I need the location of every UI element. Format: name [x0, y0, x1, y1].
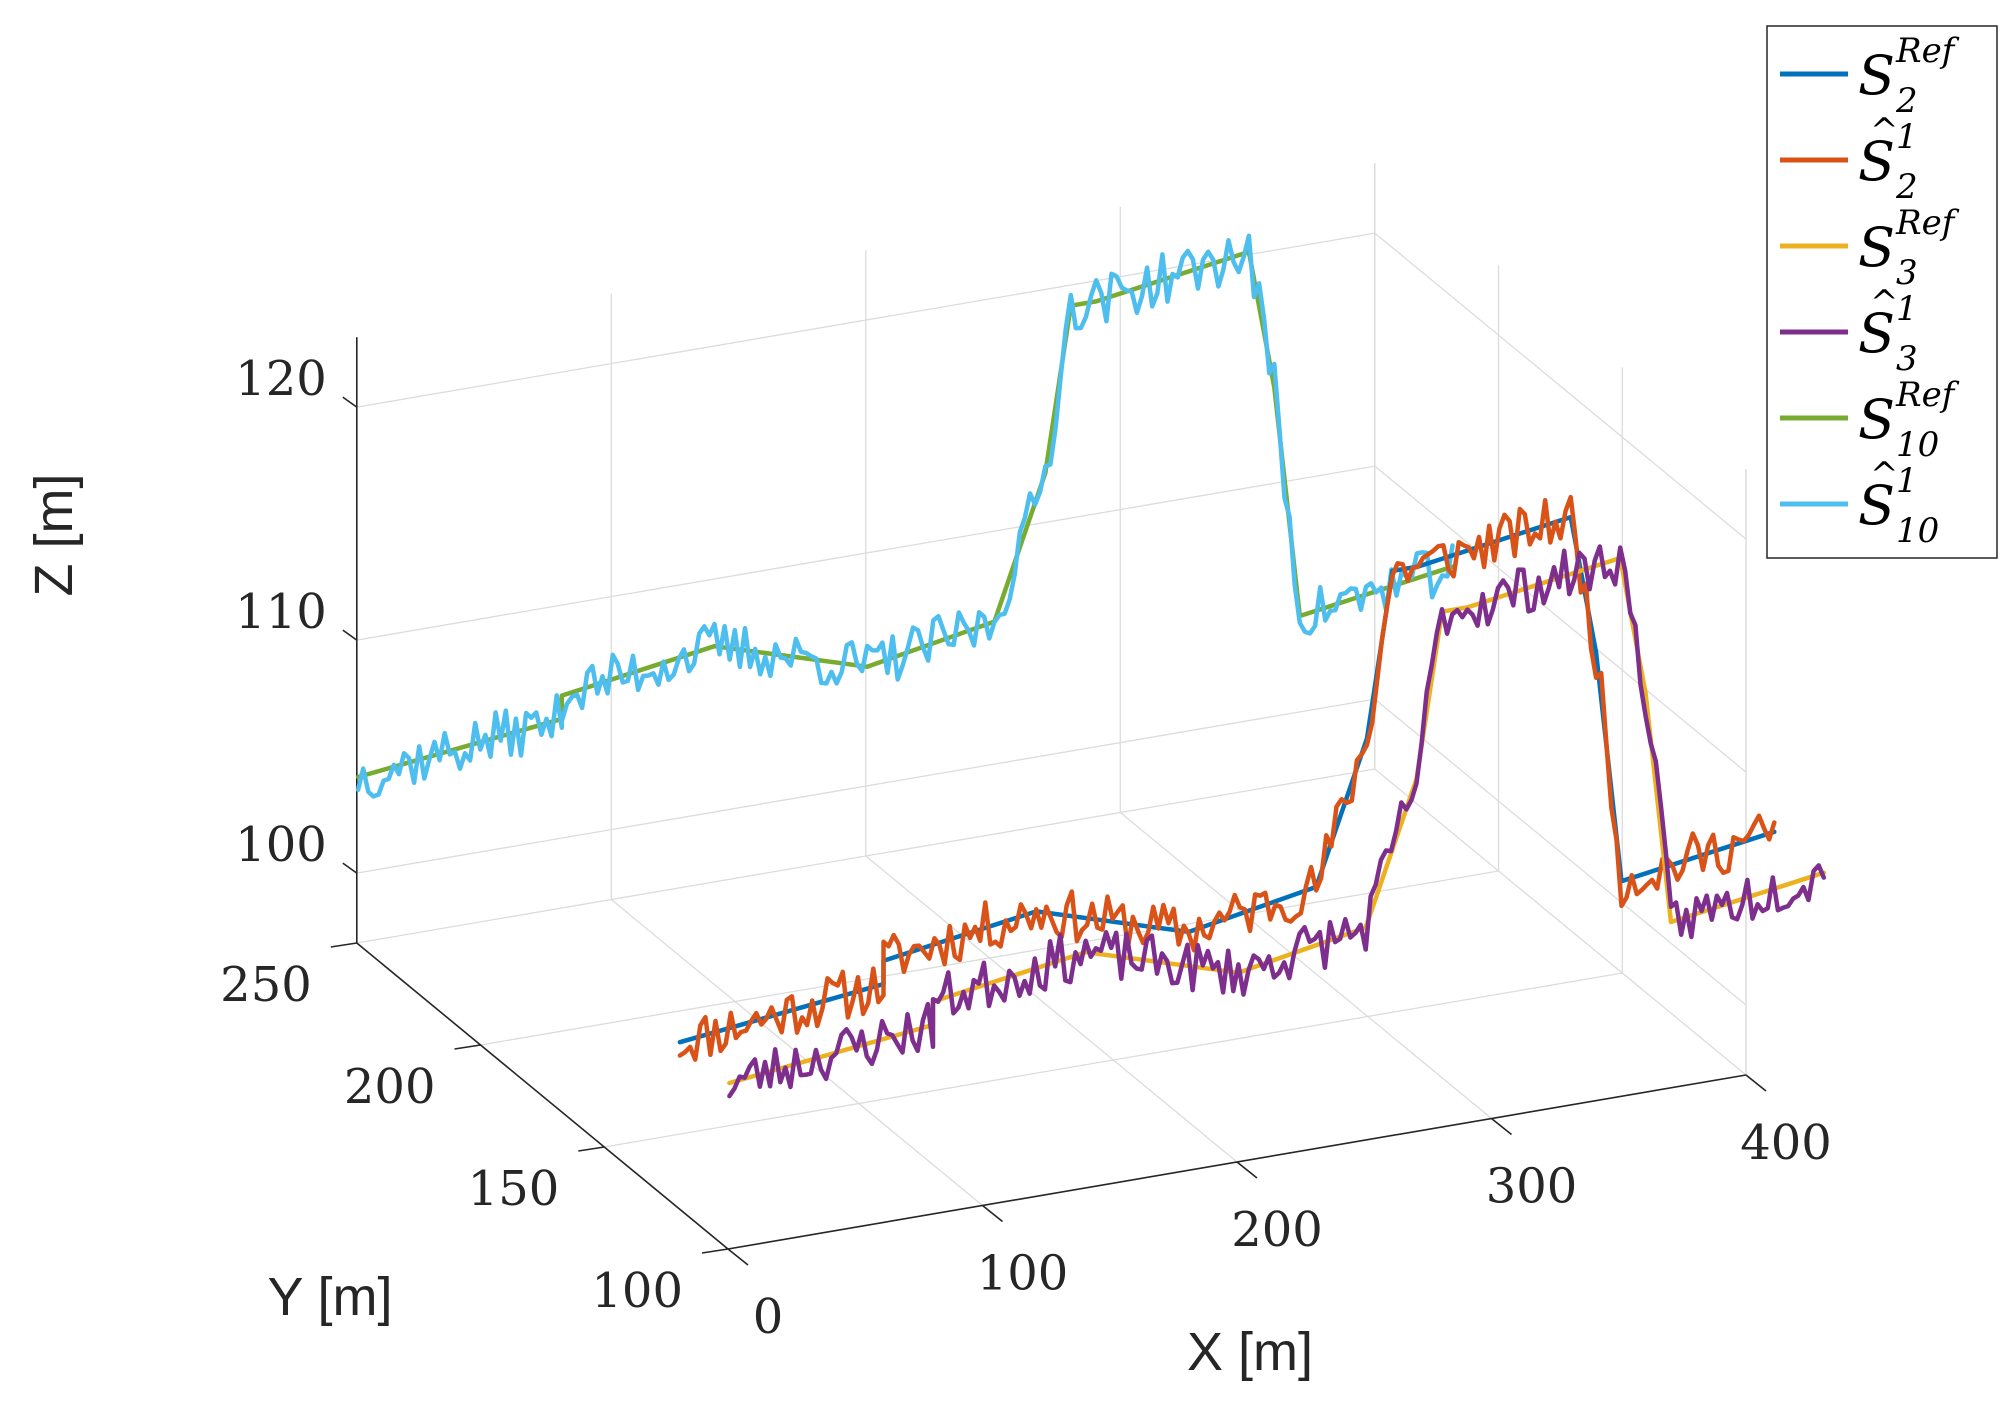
y-tick-mark: [330, 942, 357, 948]
x-tick-mark: [727, 1248, 749, 1266]
series-line-s10-estimate: [355, 233, 1455, 799]
legend-subscript: 3: [1896, 339, 1918, 379]
y-tick-mark: [454, 1044, 481, 1050]
z-tick-mark: [342, 396, 358, 408]
x-axis-label: X [m]: [1187, 1322, 1313, 1382]
side-wall-grid-line-z: [1374, 465, 1747, 773]
legend-entry: S^ 10 1: [1780, 455, 1939, 551]
legend-symbol: S: [1858, 388, 1895, 451]
side-wall-grid-line-z: [1374, 698, 1747, 1006]
legend-symbol: S: [1858, 302, 1895, 365]
x-tick-label: 300: [1486, 1159, 1578, 1215]
y-axis-line: [356, 942, 729, 1250]
legend-superscript: 1: [1896, 461, 1918, 501]
legend-subscript: 2: [1895, 167, 1918, 207]
floor-grid-line-x: [865, 855, 1238, 1163]
legend-symbol: S: [1858, 130, 1895, 193]
legend-superscript: 1: [1896, 117, 1918, 157]
floor-grid-line-x: [1374, 768, 1747, 1076]
y-tick-mark: [701, 1248, 729, 1254]
floor-grid-line-y: [480, 870, 1499, 1046]
x-tick-label: 400: [1740, 1115, 1832, 1171]
y-tick-label: 100: [591, 1263, 683, 1319]
legend-symbol: S: [1858, 474, 1895, 537]
x-tick-label: 100: [977, 1246, 1069, 1302]
legend-superscript: Ref: [1895, 203, 1960, 243]
y-axis-label: Y [m]: [267, 1267, 392, 1327]
axes: [330, 337, 1767, 1266]
legend-entry: S 2 Ref: [1780, 31, 1960, 121]
x-tick-mark: [1491, 1117, 1512, 1136]
legend-hat-accent: ^: [1870, 455, 1899, 495]
legend-entry: S^ 2 1: [1780, 111, 1918, 207]
y-tick-label: 150: [468, 1161, 560, 1217]
side-wall-grid-line-z: [1374, 232, 1747, 540]
z-axis-label: Z [m]: [24, 474, 84, 597]
z-tick-mark: [342, 862, 358, 874]
x-tick-mark: [982, 1204, 1003, 1223]
legend-subscript: 3: [1896, 253, 1918, 293]
series-line-s2-estimate: [677, 494, 1777, 1062]
legend-entry: S 3 Ref: [1780, 203, 1960, 293]
z-tick-label: 100: [235, 817, 327, 873]
x-tick-mark: [1745, 1074, 1767, 1092]
tick-labels: 0 100 200 300 400 100 150 200 250 100 110 120: [220, 351, 1832, 1345]
legend-subscript: 2: [1895, 81, 1918, 121]
legend-hat-accent: ^: [1870, 283, 1899, 323]
y-tick-label: 250: [220, 957, 312, 1013]
back-wall-grid-line-z: [356, 232, 1375, 408]
legend-entry: S^ 3 1: [1780, 283, 1918, 379]
series-line-s3-estimate: [727, 544, 1827, 1099]
z-tick-label: 120: [235, 351, 327, 407]
legend-symbol: S: [1858, 216, 1895, 279]
floor-grid-line-y: [604, 972, 1623, 1148]
legend-superscript: Ref: [1895, 31, 1960, 71]
floor-grid-line-x: [1119, 811, 1492, 1120]
z-tick-label: 110: [235, 584, 327, 640]
legend-superscript: 1: [1896, 289, 1918, 329]
z-tick-mark: [342, 629, 358, 641]
data-series: [355, 233, 1827, 1099]
x-tick-label: 0: [753, 1289, 784, 1345]
legend-superscript: Ref: [1895, 375, 1960, 415]
legend-subscript: 10: [1896, 425, 1939, 465]
x-tick-mark: [1236, 1161, 1258, 1179]
back-wall-grid-line-z: [356, 465, 1375, 641]
y-tick-mark: [578, 1146, 605, 1152]
x-tick-label: 200: [1231, 1202, 1323, 1258]
back-wall-grid-line-z: [356, 698, 1375, 874]
legend-hat-accent: ^: [1870, 111, 1899, 151]
legend-subscript: 10: [1896, 511, 1939, 551]
legend-box: [1766, 25, 1998, 559]
legend-symbol: S: [1858, 44, 1895, 107]
legend-entry: S 10 Ref: [1780, 375, 1960, 465]
y-tick-label: 200: [344, 1059, 436, 1115]
